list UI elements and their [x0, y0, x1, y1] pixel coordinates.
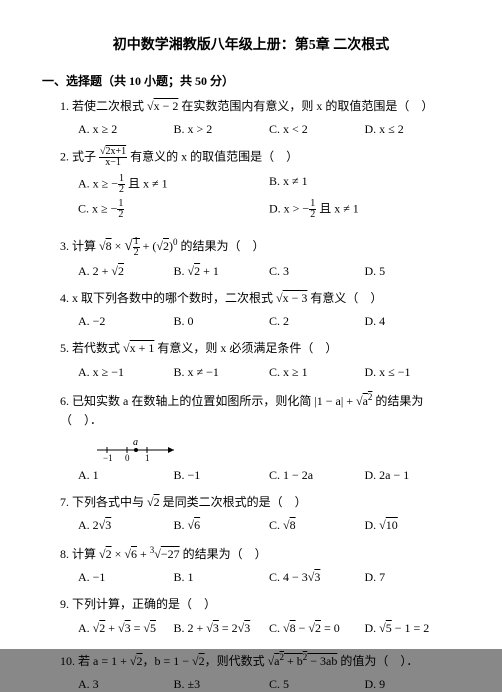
opt-d: D. √10: [365, 518, 461, 533]
opt-a: A. −1: [78, 570, 174, 585]
svg-text:−1: −1: [103, 453, 113, 462]
opt-b: B. √6: [174, 518, 270, 533]
opt-c: C. 4 − 3√3: [269, 570, 365, 585]
opt-b: B. x ≠ 1: [269, 174, 460, 195]
opt-a: A. 2√3: [78, 518, 174, 533]
opt-a: A. −2: [78, 314, 174, 329]
question-1: 1. 若使二次根式 √x − 2 在实数范围内有意义，则 x 的取值范围是（ ）: [60, 97, 460, 116]
opt-b: B. 0: [174, 314, 270, 329]
opt-a: A. 3: [78, 677, 174, 692]
opt-d: D. 2a − 1: [365, 468, 461, 483]
opt-d: D. x > −12 且 x ≠ 1: [269, 199, 460, 220]
question-9-options: A. √2 + √3 = √5 B. 2 + √3 = 2√3 C. √8 − …: [78, 621, 460, 640]
question-10-options: A. 3 B. ±3 C. 5 D. 9: [78, 677, 460, 692]
opt-a: A. x ≥ −12 且 x ≠ 1: [78, 174, 269, 195]
question-9: 9. 下列计算，正确的是（ ）: [60, 595, 460, 614]
opt-c: C. 5: [269, 677, 365, 692]
question-7: 7. 下列各式中与 √2 是同类二次根式的是（ ）: [60, 493, 460, 512]
opt-c: C. √8 − √2 = 0: [269, 621, 365, 636]
opt-c: C. 3: [269, 264, 365, 279]
question-1-options: A. x ≥ 2 B. x > 2 C. x < 2 D. x ≤ 2: [78, 122, 460, 137]
page: 初中数学湘教版八年级上册：第5章 二次根式 一、选择题（共 10 小题；共 50…: [0, 0, 502, 649]
opt-c: C. √8: [269, 518, 365, 533]
opt-a: A. √2 + √3 = √5: [78, 621, 174, 636]
svg-text:0: 0: [125, 453, 130, 462]
number-line-diagram: −1 0 1 a: [92, 436, 460, 462]
question-5: 5. 若代数式 √x + 1 有意义，则 x 必须满足条件（ ）: [60, 339, 460, 358]
opt-b: B. −1: [174, 468, 270, 483]
opt-d: D. 5: [365, 264, 461, 279]
opt-d: D. x ≤ 2: [365, 122, 461, 137]
question-8-options: A. −1 B. 1 C. 4 − 3√3 D. 7: [78, 570, 460, 585]
opt-b: B. x ≠ −1: [174, 365, 270, 380]
opt-c: C. 1 − 2a: [269, 468, 365, 483]
opt-c: C. x < 2: [269, 122, 365, 137]
question-6-options: A. 1 B. −1 C. 1 − 2a D. 2a − 1: [78, 468, 460, 483]
question-8: 8. 计算 √2 × √6 + 3√−27 的结果为（ ）: [60, 543, 460, 564]
question-2-options: A. x ≥ −12 且 x ≠ 1 B. x ≠ 1 C. x ≥ −12 D…: [78, 174, 460, 224]
opt-a: A. x ≥ −1: [78, 365, 174, 380]
opt-a: A. x ≥ 2: [78, 122, 174, 137]
section-heading: 一、选择题（共 10 小题；共 50 分）: [42, 72, 460, 89]
question-2: 2. 式子 √2x+1x−1 有意义的 x 的取值范围是（ ）: [60, 147, 460, 168]
opt-b: B. ±3: [174, 677, 270, 692]
question-3-options: A. 2 + √2 B. √2 + 1 C. 3 D. 5: [78, 264, 460, 279]
opt-d: D. √5 − 1 = 2: [365, 621, 461, 636]
question-10: 10. 若 a = 1 + √2，b = 1 − √2，则代数式 √a2 + b…: [60, 650, 460, 671]
opt-c: C. 2: [269, 314, 365, 329]
question-7-options: A. 2√3 B. √6 C. √8 D. √10: [78, 518, 460, 533]
opt-b: B. 1: [174, 570, 270, 585]
opt-d: D. x ≤ −1: [365, 365, 461, 380]
opt-d: D. 4: [365, 314, 461, 329]
opt-a: A. 1: [78, 468, 174, 483]
opt-b: B. 2 + √3 = 2√3: [174, 621, 270, 636]
question-5-options: A. x ≥ −1 B. x ≠ −1 C. x ≥ 1 D. x ≤ −1: [78, 365, 460, 380]
opt-b: B. √2 + 1: [174, 264, 270, 279]
opt-d: D. 7: [365, 570, 461, 585]
svg-text:a: a: [133, 437, 138, 448]
opt-c: C. x ≥ −12: [78, 199, 269, 220]
question-4: 4. x 取下列各数中的哪个数时，二次根式 √x − 3 有意义（ ）: [60, 289, 460, 308]
doc-title: 初中数学湘教版八年级上册：第5章 二次根式: [42, 34, 460, 54]
question-6: 6. 已知实数 a 在数轴上的位置如图所示，则化简 |1 − a| + √a2 …: [60, 390, 460, 430]
opt-a: A. 2 + √2: [78, 264, 174, 279]
svg-text:1: 1: [145, 453, 150, 462]
question-4-options: A. −2 B. 0 C. 2 D. 4: [78, 314, 460, 329]
question-3: 3. 计算 √8 × √12 + (√2)0 的结果为（ ）: [60, 234, 460, 258]
opt-c: C. x ≥ 1: [269, 365, 365, 380]
opt-b: B. x > 2: [174, 122, 270, 137]
opt-d: D. 9: [365, 677, 461, 692]
